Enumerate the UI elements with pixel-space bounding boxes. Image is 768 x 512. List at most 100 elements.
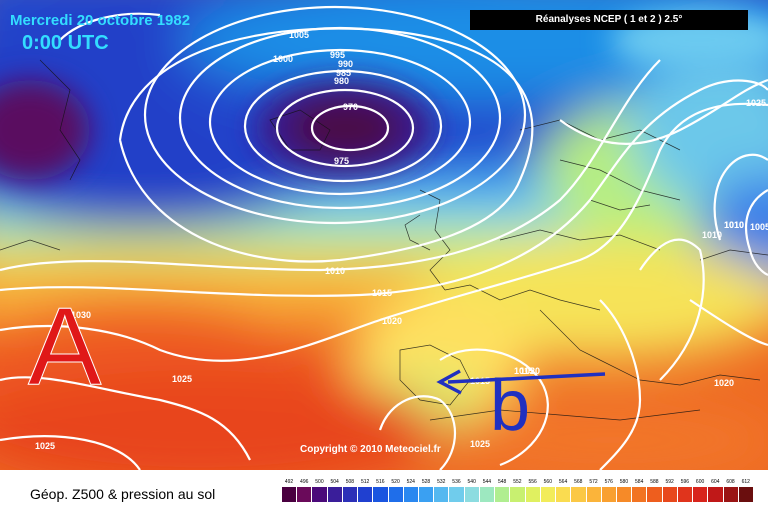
isobar-label: 1025: [746, 98, 766, 108]
map-caption: Géop. Z500 & pression au sol: [30, 486, 216, 502]
legend-swatch: [510, 487, 526, 502]
legend-value: 532: [437, 479, 446, 485]
isobar-label: 1015: [372, 288, 392, 298]
data-source-label: Réanalyses NCEP ( 1 et 2 ) 2.5°: [470, 10, 748, 30]
legend-swatch: [723, 487, 739, 502]
legend-value: 504: [330, 479, 339, 485]
legend-value: 524: [406, 479, 415, 485]
legend-value: 548: [497, 479, 507, 485]
coastlines: [0, 59, 768, 421]
legend-value: 608: [726, 479, 735, 485]
isobar-label: 1005: [289, 30, 309, 40]
isobar-label: 980: [334, 76, 349, 86]
legend-swatch: [403, 487, 420, 502]
legend-swatch: [373, 487, 389, 502]
legend-value: 576: [604, 479, 613, 485]
legend-swatch: [616, 487, 633, 502]
legend-swatch: [586, 487, 602, 502]
legend-swatch: [282, 487, 298, 502]
isobars: [0, 5, 768, 470]
legend-swatch: [708, 487, 724, 502]
legend-swatch: [540, 487, 557, 502]
legend-value: 592: [665, 479, 674, 485]
legend-value: 612: [741, 479, 750, 485]
copyright-notice: Copyright © 2010 Meteociel.fr: [300, 444, 441, 455]
geopotential-field: [0, 0, 768, 470]
legend-value: 584: [635, 479, 644, 485]
high-pressure-letter: A: [27, 285, 102, 408]
isobar-label: 1020: [520, 366, 540, 376]
legend-swatch: [738, 487, 754, 502]
legend-swatch: [556, 487, 572, 502]
color-legend: 492 496 500 504 508 512 516 520 524 528 532 536 540 5…: [282, 479, 754, 505]
legend-swatch: [312, 487, 328, 502]
legend-swatch: [297, 487, 313, 502]
legend-value: 496: [300, 479, 309, 485]
legend-value: 572: [589, 479, 598, 485]
legend-value: 600: [695, 479, 705, 485]
legend-value: 516: [376, 479, 385, 485]
legend-value: 492: [284, 479, 294, 485]
legend-swatch: [693, 487, 709, 502]
legend-swatch: [601, 487, 617, 502]
legend-value: 528: [421, 479, 431, 485]
legend-swatch: [434, 487, 450, 502]
isobar-label: 990: [338, 59, 353, 69]
legend-swatch: [647, 487, 663, 502]
legend-value: 568: [574, 479, 583, 485]
isobar-label: 1030: [71, 310, 91, 320]
legend-value: 500: [315, 479, 324, 485]
legend-swatch: [388, 487, 404, 502]
legend-swatch: [479, 487, 496, 502]
legend-swatch: [632, 487, 648, 502]
isobar-label: 1020: [382, 316, 402, 326]
legend-value: 580: [619, 479, 629, 485]
legend-value: 564: [558, 479, 568, 485]
low-pressure-letter: b: [490, 366, 531, 446]
legend-value: 560: [543, 479, 552, 485]
legend-swatch: [495, 487, 511, 502]
legend-value: 604: [711, 479, 720, 485]
isobar-label: 1020: [714, 378, 734, 388]
isobar-label: 995: [330, 50, 345, 60]
footer-bar: Géop. Z500 & pression au sol 492 496 500 50…: [0, 470, 768, 512]
legend-value: 544: [482, 479, 492, 485]
legend-value: 556: [528, 479, 537, 485]
isobar-label: 1025: [172, 374, 192, 384]
legend-value: 552: [513, 479, 522, 485]
isobar-label: 985: [336, 68, 351, 78]
legend-swatch: [449, 487, 465, 502]
map-date: Mercredi 20 octobre 1982: [10, 12, 191, 29]
isobar-label: 970: [343, 102, 358, 112]
isobar-label: 975: [334, 156, 349, 166]
legend-value: 512: [360, 479, 370, 485]
isobar-label: 1010: [724, 220, 744, 230]
legend-value: 508: [345, 479, 355, 485]
legend-swatch: [358, 487, 374, 502]
isobar-label: 1010: [702, 230, 722, 240]
weather-map: 1005 1000 995 990 985 980 970 975 1010 1015 1020 10…: [0, 0, 768, 470]
legend-swatch: [677, 487, 694, 502]
legend-value: 588: [650, 479, 659, 485]
movement-arrow: [436, 369, 606, 395]
legend-swatch: [342, 487, 359, 502]
legend-value: 540: [467, 479, 476, 485]
isobar-label: 1025: [470, 439, 490, 449]
legend-swatch: [419, 487, 435, 502]
legend-swatch: [327, 487, 343, 502]
isobar-label: 1005: [750, 222, 768, 232]
legend-swatch: [662, 487, 678, 502]
legend-swatch: [571, 487, 587, 502]
isobar-label: 1010: [724, 220, 744, 230]
legend-swatch: [525, 487, 541, 502]
isobar-label: 1010: [325, 266, 345, 276]
legend-swatch: [464, 487, 480, 502]
isobar-label: 1025: [35, 441, 55, 451]
isobar-label: 1000: [273, 54, 293, 64]
isobar-label: 1015: [514, 366, 534, 376]
legend-value: 596: [680, 479, 690, 485]
map-time: 0:00 UTC: [22, 32, 109, 54]
legend-value: 536: [452, 479, 461, 485]
legend-value: 520: [391, 479, 400, 485]
